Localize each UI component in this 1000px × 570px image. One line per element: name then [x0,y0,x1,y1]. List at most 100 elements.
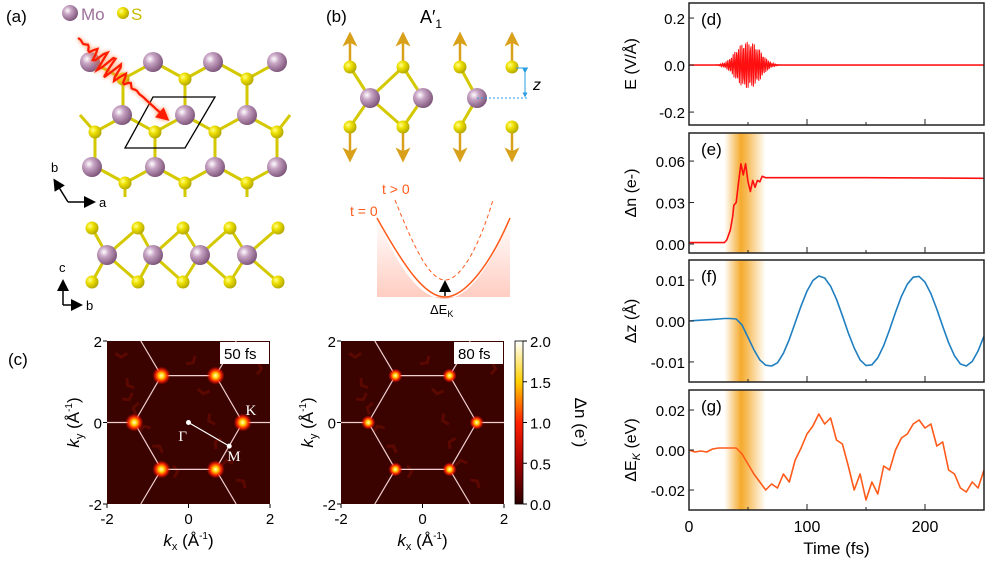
heatmap-feature [172,464,180,479]
heatmap-feature [447,437,457,450]
pump-window-shading [724,390,766,510]
heatmap-feature [114,351,128,360]
heatmap-feature [213,437,223,450]
x-tick-label: -2 [334,511,347,528]
colorbar-tick-label: 2.0 [530,334,551,351]
k-valley-hotspot [442,368,457,383]
mo-atom [205,157,225,177]
y-tick-label: 0 [328,416,336,433]
heatmap-feature [454,458,468,467]
x-tick-label: -2 [100,511,113,528]
y-tick-label: 0.00 [656,443,685,460]
s-atom [176,275,190,289]
atom-legend: Mo S [62,5,142,24]
s-atom [85,221,99,235]
s-atom [505,60,519,74]
time-evolution-charts: 0.2 0.0 -0.2 (d) E (V/Å) 0.06 0.03 0.00 (e) Δn (e… [621,2,985,558]
heatmap-feature [365,401,374,415]
y-tick-label: 0.00 [656,314,685,331]
axis-b-label: b [51,160,58,175]
k-valley-hotspot [206,460,225,479]
mo-atom [237,105,257,125]
s-atom [88,125,102,139]
chart-e: 0.06 0.03 0.00 (e) Δn (e-) [623,132,985,254]
mo-atom [175,105,195,125]
mos2-side-view [85,221,285,289]
s-atom [178,72,192,86]
s-atom [178,176,192,190]
y-axis-label: Δn (e-) [623,169,640,218]
data-line-e [689,163,985,244]
ky-axis-label: ky (Å-1) [64,397,86,447]
a1-phonon-mode [342,31,520,163]
s-atom [343,120,357,134]
axis-c-label: c [59,260,66,275]
heatmap-feature [386,444,398,454]
y-tick-label: 0.06 [656,154,685,171]
x-tick-label: 200 [912,519,939,536]
x-tick-label: 0 [685,519,694,536]
k-valley-hotspot [361,415,376,430]
y-tick-label: 0.01 [656,273,685,290]
colorbar: 2.0 1.5 1.0 0.5 0.0 Δn (e-) [514,334,590,514]
x-tick-label: 0 [184,511,192,528]
mo-atom [82,157,102,177]
colorbar-gradient [514,340,524,505]
mo-atom [143,245,163,265]
panel-label-g: (g) [701,397,722,416]
s-atom [131,221,145,235]
heatmap-feature [372,424,385,433]
s-atom [396,120,410,134]
laser-pulse-icon [77,37,170,121]
axis-b-side-label: b [86,298,93,313]
y-tick-label: 0.0 [664,58,685,75]
y-axis-label: Δz (Å) [621,299,640,343]
k-valley-hotspot [469,415,484,430]
y-tick-label: 2 [328,334,336,351]
colorbar-tick-label: 0.0 [530,497,551,514]
k-valley-hotspot [152,460,171,479]
x-tick-label: 2 [500,511,508,528]
panel-label-b: (b) [326,7,347,26]
k-label: K [246,403,257,419]
s-atom [118,176,132,190]
k-valley-hotspot [233,413,252,432]
s-atom [270,125,284,139]
s-atom-icon [117,7,129,19]
s-atom [343,60,357,74]
y-tick-label: -0.02 [651,483,685,500]
mo-atom [143,52,163,72]
gamma-point [186,420,191,425]
y-tick-label: 0.03 [656,196,685,213]
heatmap-feature [152,444,164,454]
mo-atom [145,157,165,177]
m-point [226,443,232,449]
heatmap-feature [125,377,135,390]
z-label: z [532,77,541,94]
heatmap-feature [236,478,247,489]
x-tick-label: 0 [418,511,426,528]
colorbar-tick-label: 1.0 [530,416,551,433]
chart-d: 0.2 0.0 -0.2 (d) E (V/Å) [621,2,985,126]
band-schematic: t > 0 t = 0 ΔEK [350,181,511,319]
t-positive-label: t > 0 [382,181,410,197]
y-tick-label: -2 [323,497,336,514]
k-valley-hotspot [442,462,457,477]
s-atom [396,60,410,74]
y-tick-label: -2 [89,497,102,514]
s-atom [208,125,222,139]
panel-label-a: (a) [6,7,27,26]
bz-map-1: 50 fs Γ K M -2 2 0 0 2 -2 kx (Å-1) ky (Å-1) [64,334,274,553]
heatmap-feature [348,351,362,360]
y-tick-label: 0 [94,416,102,433]
kx-axis-label: kx (Å-1) [163,531,213,553]
s-atom [453,60,467,74]
s-atom [240,72,254,86]
mo-atom [203,52,223,72]
pump-window-shading [724,133,766,253]
panel-label-e: (e) [701,140,722,159]
mo-atom [267,157,287,177]
gamma-m-path [188,421,230,447]
mo-atom [190,245,210,265]
lattice-axes-side: c b [57,260,93,313]
